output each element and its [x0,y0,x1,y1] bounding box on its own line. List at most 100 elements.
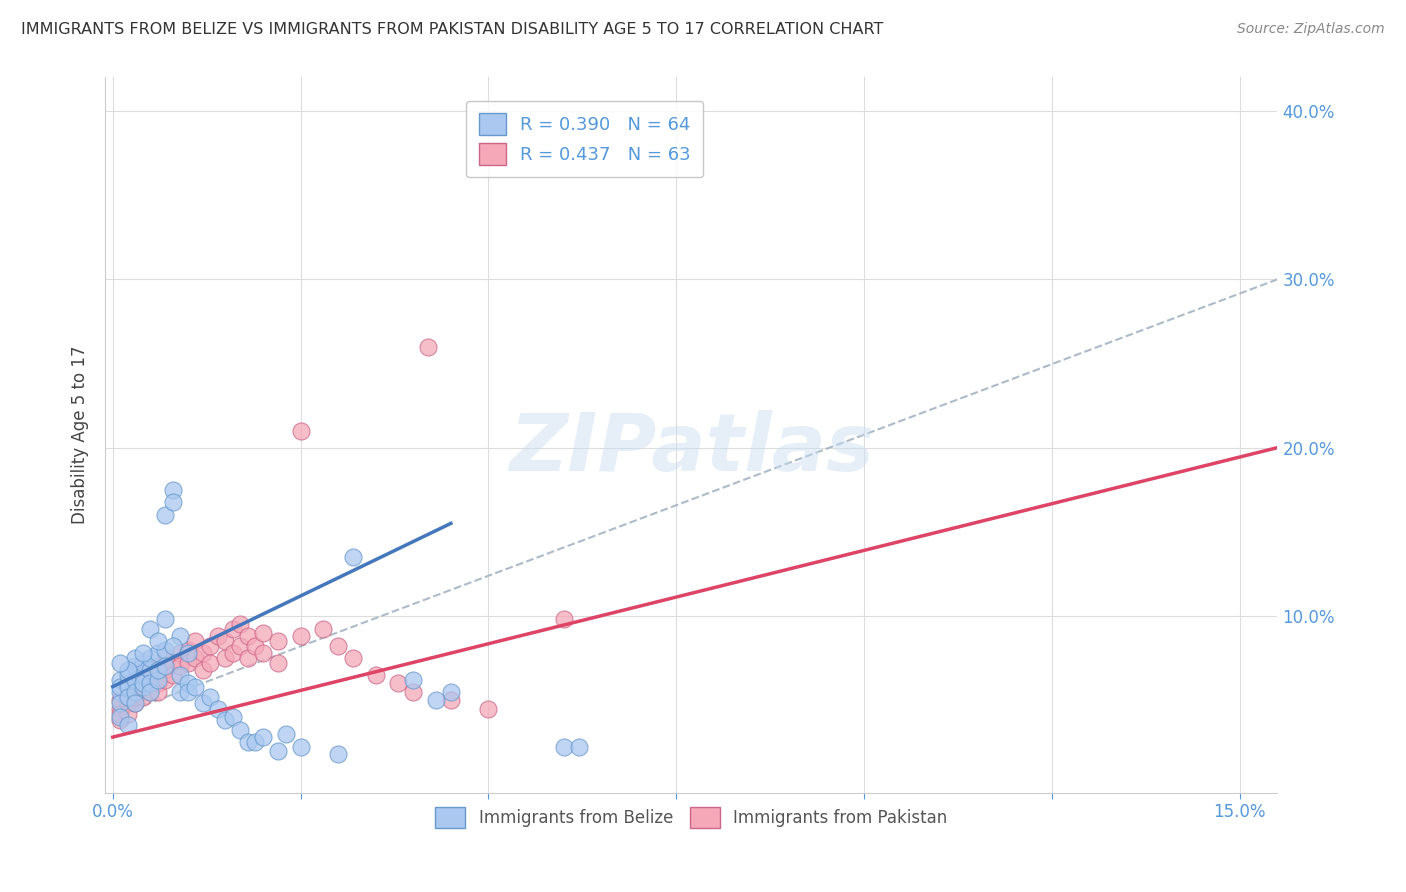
Point [169,684,191,698]
Point [177,646,200,660]
Point [169,629,191,643]
Point [139,663,162,677]
Point [290,629,312,643]
Point [418,340,440,354]
Point [214,651,236,665]
Point [146,646,169,660]
Text: ZIPatlas: ZIPatlas [509,410,873,488]
Point [342,651,364,665]
Point [117,680,139,694]
Point [177,684,200,698]
Point [229,617,252,632]
Point [132,680,155,694]
Point [110,714,132,728]
Point [146,634,169,648]
Point [162,656,184,670]
Point [342,550,364,565]
Point [146,659,169,673]
Point [155,663,177,677]
Point [110,701,132,715]
Point [124,659,146,673]
Point [425,693,447,707]
Point [132,656,155,670]
Point [132,690,155,704]
Point [252,730,274,744]
Point [267,743,290,757]
Text: Source: ZipAtlas.com: Source: ZipAtlas.com [1237,22,1385,37]
Point [568,740,591,755]
Point [229,723,252,738]
Point [117,680,139,694]
Y-axis label: Disability Age 5 to 17: Disability Age 5 to 17 [72,346,89,524]
Point [139,676,162,690]
Point [312,623,335,637]
Point [214,634,236,648]
Text: IMMIGRANTS FROM BELIZE VS IMMIGRANTS FROM PAKISTAN DISABILITY AGE 5 TO 17 CORREL: IMMIGRANTS FROM BELIZE VS IMMIGRANTS FRO… [21,22,883,37]
Point [139,684,162,698]
Point [110,710,132,724]
Point [124,697,146,711]
Point [328,747,350,761]
Point [440,693,463,707]
Point [207,629,229,643]
Point [402,684,425,698]
Point [132,646,155,660]
Point [402,673,425,687]
Point [236,735,259,749]
Point [290,424,312,438]
Point [117,690,139,704]
Point [117,676,139,690]
Point [200,656,222,670]
Point [177,676,200,690]
Point [155,651,177,665]
Point [139,684,162,698]
Point [132,680,155,694]
Point [387,676,409,690]
Point [117,690,139,704]
Point [222,646,245,660]
Point [155,659,177,673]
Point [110,673,132,687]
Point [155,642,177,657]
Point [290,740,312,755]
Point [245,639,267,653]
Point [245,735,267,749]
Point [117,668,139,682]
Point [124,684,146,698]
Point [139,673,162,687]
Point [117,663,139,677]
Point [162,668,184,682]
Point [184,680,207,694]
Point [191,646,214,660]
Point [200,690,222,704]
Point [110,656,132,670]
Point [162,494,184,508]
Point [117,706,139,721]
Point [124,673,146,687]
Point [184,634,207,648]
Point [274,727,297,741]
Point [146,676,169,690]
Point [162,483,184,497]
Point [124,690,146,704]
Point [124,651,146,665]
Point [110,706,132,721]
Point [177,642,200,657]
Point [110,684,132,698]
Point [132,668,155,682]
Point [110,697,132,711]
Point [191,697,214,711]
Point [477,701,499,715]
Point [236,629,259,643]
Point [155,612,177,626]
Point [146,673,169,687]
Point [267,656,290,670]
Point [184,651,207,665]
Point [177,656,200,670]
Point [124,697,146,711]
Point [132,676,155,690]
Point [222,710,245,724]
Point [155,508,177,522]
Point [169,659,191,673]
Point [110,693,132,707]
